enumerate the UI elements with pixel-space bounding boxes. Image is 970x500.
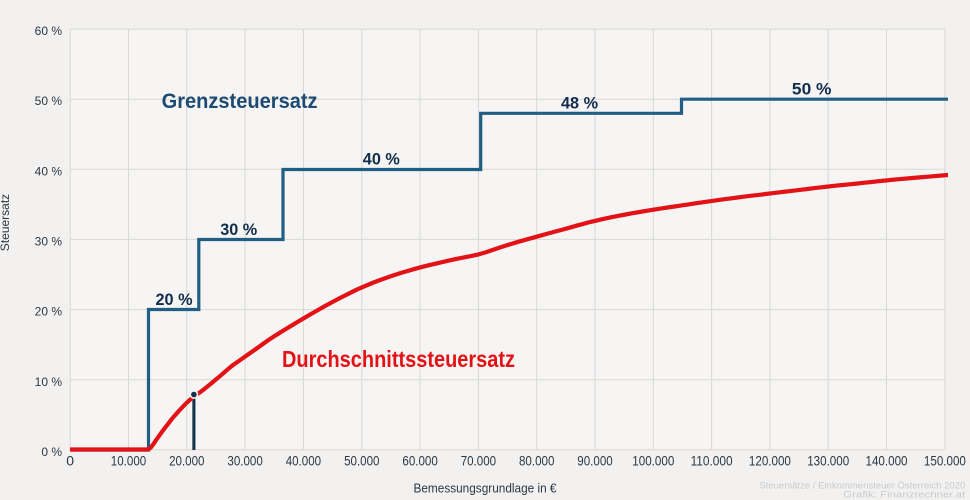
svg-text:30 %: 30 % [220, 220, 257, 239]
svg-text:48 %: 48 % [561, 94, 598, 113]
svg-text:150.000: 150.000 [924, 453, 966, 469]
svg-text:50 %: 50 % [792, 79, 832, 98]
svg-text:100.000: 100.000 [632, 453, 674, 469]
svg-text:40 %: 40 % [363, 150, 400, 169]
svg-text:110.000: 110.000 [691, 453, 733, 469]
svg-text:20.000: 20.000 [169, 453, 205, 469]
svg-text:Bemessungsgrundlage in €: Bemessungsgrundlage in € [414, 481, 558, 496]
svg-text:0: 0 [66, 453, 74, 469]
svg-text:80.000: 80.000 [519, 453, 555, 469]
svg-text:50.000: 50.000 [344, 453, 380, 469]
svg-text:20 %: 20 % [156, 290, 193, 309]
svg-text:30.000: 30.000 [227, 453, 263, 469]
svg-text:40 %: 40 % [35, 164, 63, 178]
svg-text:30 %: 30 % [35, 235, 63, 249]
svg-text:40.000: 40.000 [286, 453, 322, 469]
svg-text:60 %: 60 % [35, 24, 63, 38]
svg-text:70.000: 70.000 [461, 453, 497, 469]
svg-text:50 %: 50 % [35, 94, 63, 108]
svg-text:130.000: 130.000 [807, 453, 849, 469]
svg-text:Grafik: Finanzrechner.at: Grafik: Finanzrechner.at [843, 490, 965, 500]
svg-text:90.000: 90.000 [577, 453, 613, 469]
svg-text:Durchschnittssteuersatz: Durchschnittssteuersatz [282, 346, 515, 372]
svg-text:120.000: 120.000 [749, 453, 791, 469]
svg-text:10.000: 10.000 [111, 453, 147, 469]
svg-text:20 %: 20 % [35, 305, 63, 319]
svg-text:Steuersatz: Steuersatz [0, 194, 12, 251]
svg-text:140.000: 140.000 [866, 453, 908, 469]
svg-text:0 %: 0 % [41, 445, 62, 459]
svg-text:Grenzsteuersatz: Grenzsteuersatz [162, 89, 318, 113]
svg-text:Steuersätze / Einkommensteuer: Steuersätze / Einkommensteuer Österreich… [759, 481, 965, 492]
svg-text:60.000: 60.000 [402, 453, 438, 469]
svg-text:10 %: 10 % [35, 375, 63, 389]
